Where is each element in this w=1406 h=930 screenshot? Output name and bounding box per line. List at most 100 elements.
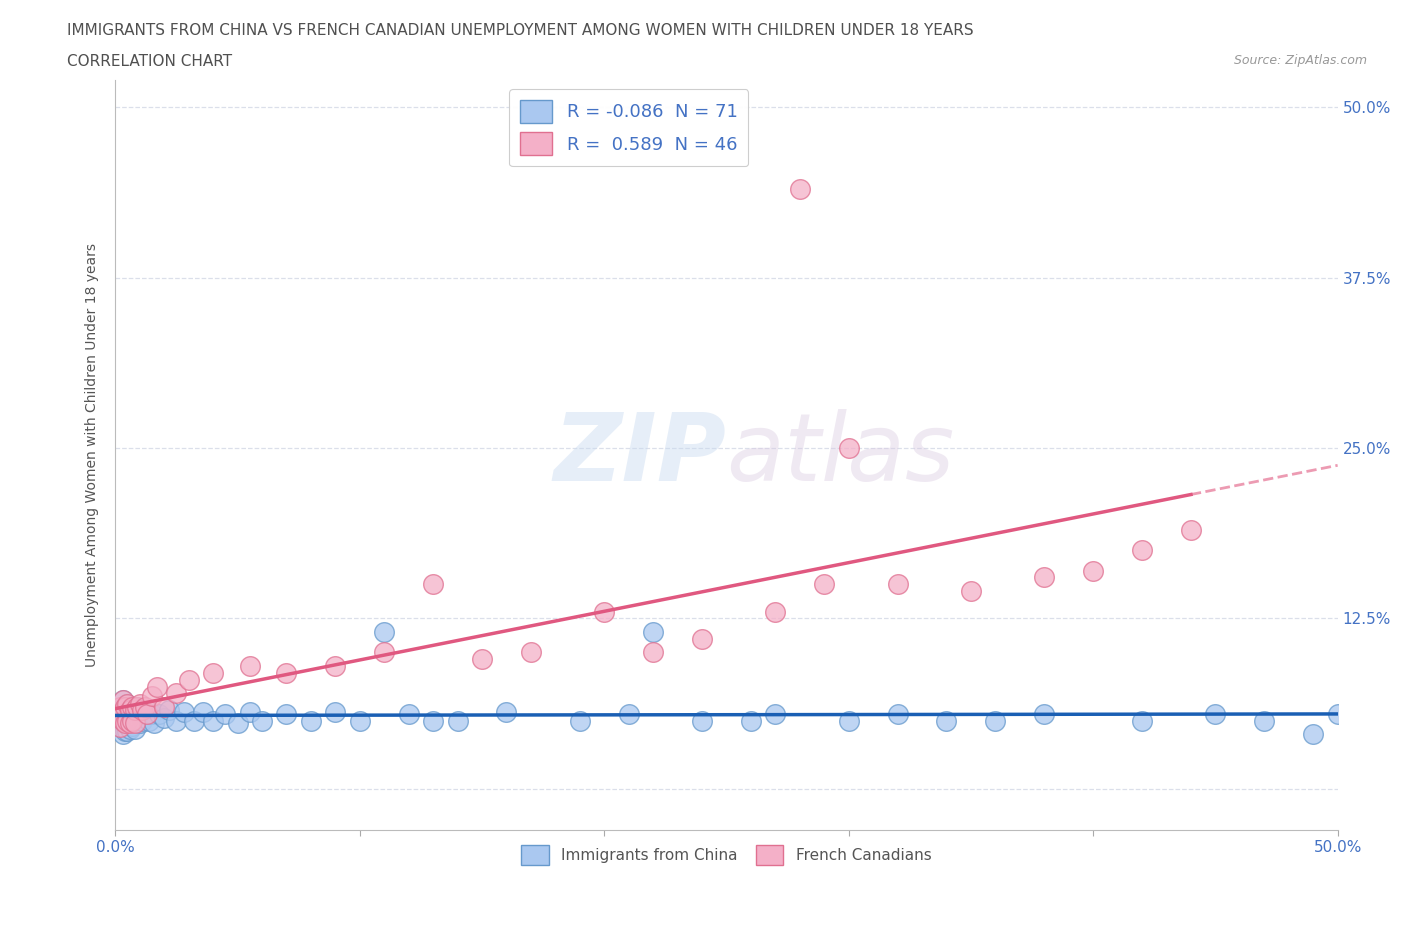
Point [114, 702, 136, 717]
Point [117, 724, 139, 739]
Point [111, 693, 134, 708]
Point [349, 713, 371, 728]
Text: CORRELATION CHART: CORRELATION CHART [67, 54, 232, 69]
Point [446, 713, 468, 728]
Point [114, 699, 136, 714]
Point [148, 706, 170, 721]
Point [239, 658, 262, 673]
Point [1083, 564, 1105, 578]
Point [520, 645, 543, 660]
Point [1130, 543, 1153, 558]
Point [838, 441, 860, 456]
Text: Source: ZipAtlas.com: Source: ZipAtlas.com [1233, 54, 1367, 67]
Point [108, 706, 131, 721]
Point [124, 716, 146, 731]
Point [398, 706, 420, 721]
Point [422, 713, 444, 728]
Point [471, 652, 494, 667]
Point [108, 720, 131, 735]
Point [141, 688, 163, 703]
Point [177, 672, 200, 687]
Point [118, 716, 141, 731]
Point [124, 713, 146, 728]
Point [124, 722, 146, 737]
Point [114, 724, 136, 739]
Point [107, 706, 129, 721]
Point [114, 713, 136, 728]
Point [138, 713, 160, 728]
Point [495, 705, 517, 720]
Point [114, 716, 136, 731]
Point [202, 666, 225, 681]
Point [813, 577, 835, 591]
Point [886, 706, 908, 721]
Point [117, 716, 139, 731]
Point [202, 713, 225, 728]
Point [193, 705, 215, 720]
Point [111, 713, 134, 728]
Point [323, 705, 346, 720]
Point [111, 726, 134, 741]
Point [107, 713, 129, 728]
Point [117, 697, 139, 711]
Point [1302, 726, 1324, 741]
Legend: Immigrants from China, French Canadians: Immigrants from China, French Canadians [516, 839, 938, 870]
Point [134, 706, 156, 721]
Point [276, 706, 298, 721]
Point [157, 702, 180, 717]
Point [118, 722, 141, 737]
Point [108, 720, 131, 735]
Point [323, 658, 346, 673]
Point [134, 699, 156, 714]
Point [299, 713, 322, 728]
Point [121, 699, 143, 714]
Point [146, 679, 169, 694]
Point [960, 584, 983, 599]
Point [617, 706, 640, 721]
Point [136, 702, 159, 717]
Point [121, 699, 143, 714]
Point [226, 716, 249, 731]
Point [1033, 570, 1056, 585]
Point [373, 645, 395, 660]
Point [165, 686, 187, 701]
Text: IMMIGRANTS FROM CHINA VS FRENCH CANADIAN UNEMPLOYMENT AMONG WOMEN WITH CHILDREN : IMMIGRANTS FROM CHINA VS FRENCH CANADIAN… [67, 23, 974, 38]
Point [153, 699, 176, 714]
Y-axis label: Unemployment Among Women with Children Under 18 years: Unemployment Among Women with Children U… [86, 243, 100, 667]
Point [422, 577, 444, 591]
Point [121, 713, 143, 728]
Point [643, 645, 665, 660]
Point [935, 713, 957, 728]
Point [763, 604, 786, 619]
Point [593, 604, 616, 619]
Point [838, 713, 860, 728]
Point [127, 699, 149, 714]
Point [1130, 713, 1153, 728]
Point [124, 705, 146, 720]
Point [136, 706, 159, 721]
Point [1326, 706, 1348, 721]
Point [131, 702, 153, 717]
Point [1033, 706, 1056, 721]
Point [984, 713, 1007, 728]
Point [886, 577, 908, 591]
Point [153, 711, 176, 725]
Point [121, 719, 143, 734]
Point [111, 693, 134, 708]
Point [143, 716, 166, 731]
Point [121, 711, 143, 725]
Point [118, 702, 141, 717]
Point [118, 702, 141, 717]
Point [131, 713, 153, 728]
Point [239, 705, 262, 720]
Point [568, 713, 591, 728]
Point [214, 706, 236, 721]
Point [373, 625, 395, 640]
Point [789, 181, 811, 196]
Point [250, 713, 273, 728]
Point [111, 699, 134, 714]
Point [1204, 706, 1226, 721]
Point [114, 699, 136, 714]
Point [118, 713, 141, 728]
Point [117, 706, 139, 721]
